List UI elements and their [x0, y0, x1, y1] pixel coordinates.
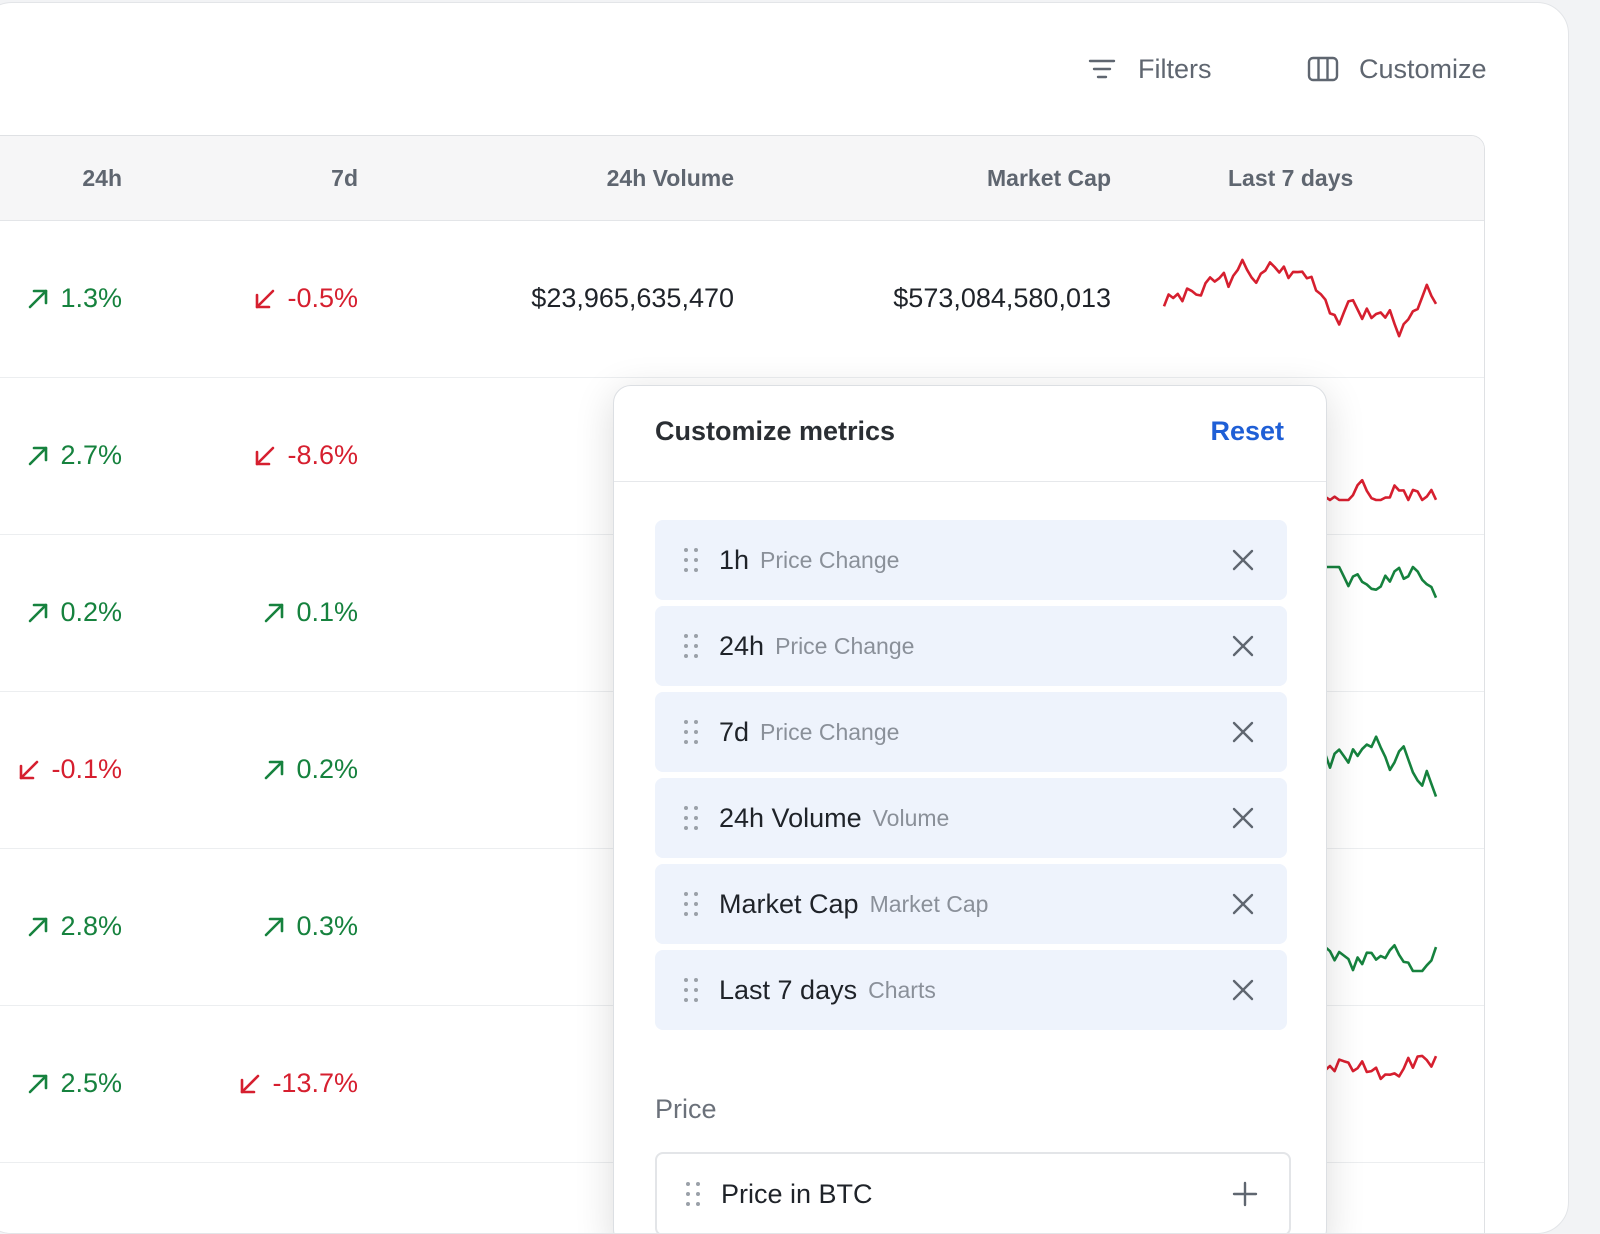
column-header-last-7-days: Last 7 days: [1228, 165, 1354, 191]
cell-7d-change: 0.1%: [0, 534, 358, 691]
metric-name: 7d: [719, 716, 750, 747]
metric-category: Volume: [872, 804, 950, 831]
popover-header: Customize metrics Reset: [614, 386, 1326, 482]
drag-handle-icon[interactable]: [681, 718, 701, 746]
cell-24h-change: 1.3%: [0, 220, 122, 377]
column-header-7d[interactable]: 7d: [331, 165, 358, 191]
add-icon[interactable]: [1231, 1180, 1259, 1208]
metric-category: Price Change: [760, 718, 900, 745]
remove-metric-icon[interactable]: [1229, 804, 1257, 832]
metric-category: Charts: [868, 976, 936, 1003]
change-value: 0.2%: [60, 597, 122, 627]
cell-24h-change: 0.2%: [0, 534, 122, 691]
cell-7d-change: 0.2%: [0, 691, 358, 848]
remove-metric-icon[interactable]: [1229, 718, 1257, 746]
cell-24h-change: 2.5%: [0, 1005, 122, 1162]
drag-handle-icon[interactable]: [681, 546, 701, 574]
active-metric-item[interactable]: 24h Volume Volume: [655, 778, 1287, 858]
cell-7d-change: -8.6%: [0, 377, 358, 534]
metric-category: Price Change: [775, 632, 915, 659]
arrow-down-left-icon: [253, 444, 277, 468]
change-value: 0.2%: [296, 754, 358, 784]
metric-name: 24h: [719, 630, 765, 661]
active-metric-item[interactable]: 7d Price Change: [655, 692, 1287, 772]
cell-24h-change: -0.1%: [0, 691, 122, 848]
arrow-up-right-icon: [26, 1072, 50, 1096]
change-value: 2.7%: [60, 440, 122, 470]
columns-icon: [1307, 53, 1339, 85]
sparkline-path: [1162, 258, 1438, 338]
remove-metric-icon[interactable]: [1229, 976, 1257, 1004]
remove-metric-icon[interactable]: [1229, 546, 1257, 574]
arrow-up-right-icon: [262, 601, 286, 625]
table-row[interactable]: 1.3% -0.5% $23,965,635,470 $573,084,580,013: [0, 220, 1484, 378]
cell-7d-change: 0.3%: [0, 848, 358, 1005]
filter-icon: [1086, 53, 1118, 85]
change-value: 0.1%: [296, 597, 358, 627]
cell-24h-change: 2.8%: [0, 848, 122, 1005]
cell-7d-change: -13.7%: [0, 1005, 358, 1162]
arrow-down-left-icon: [253, 287, 277, 311]
customize-button[interactable]: Customize: [1307, 47, 1487, 91]
cell-market-cap: $573,084,580,013: [893, 283, 1111, 313]
remove-metric-icon[interactable]: [1229, 632, 1257, 660]
arrow-up-right-icon: [26, 601, 50, 625]
arrow-up-right-icon: [26, 915, 50, 939]
metric-name: Market Cap: [719, 888, 859, 919]
customize-metrics-popover: Customize metrics Reset 1h Price Change 24…: [613, 385, 1327, 1233]
column-header-market-cap[interactable]: Market Cap: [987, 165, 1111, 191]
popover-title: Customize metrics: [655, 416, 896, 446]
metric-name: Price in BTC: [721, 1178, 873, 1209]
change-value: 0.3%: [296, 911, 358, 941]
available-metric-item[interactable]: Price in BTC: [655, 1152, 1291, 1233]
active-metric-item[interactable]: 1h Price Change: [655, 520, 1287, 600]
change-value: 2.5%: [60, 1068, 122, 1098]
drag-handle-icon[interactable]: [681, 976, 701, 1004]
section-label-price: Price: [655, 1094, 717, 1124]
arrow-up-right-icon: [262, 758, 286, 782]
column-header-24h-volume[interactable]: 24h Volume: [606, 165, 734, 191]
active-metric-item[interactable]: Last 7 days Charts: [655, 950, 1287, 1030]
active-metric-item[interactable]: 24h Price Change: [655, 606, 1287, 686]
metric-name: 1h: [719, 544, 750, 575]
table-header: 24h 7d 24h Volume Market Cap Last 7 days: [0, 136, 1484, 221]
drag-handle-icon[interactable]: [681, 632, 701, 660]
change-value: -8.6%: [287, 440, 358, 470]
markets-card: Filters Customize 24h 7d 24h Volume Mark…: [0, 2, 1569, 1234]
metric-category: Price Change: [760, 546, 900, 573]
column-header-24h[interactable]: 24h: [82, 165, 122, 191]
cell-24h-volume: $23,965,635,470: [531, 283, 734, 313]
arrow-up-right-icon: [26, 287, 50, 311]
sparkline-chart: [1158, 242, 1442, 354]
filters-button[interactable]: Filters: [1086, 47, 1212, 91]
cell-24h-change: 2.7%: [0, 377, 122, 534]
change-value: 2.8%: [60, 911, 122, 941]
arrow-up-right-icon: [262, 915, 286, 939]
remove-metric-icon[interactable]: [1229, 890, 1257, 918]
drag-handle-icon[interactable]: [681, 804, 701, 832]
metric-name: 24h Volume: [719, 802, 862, 833]
change-value: -0.5%: [287, 283, 358, 313]
customize-label: Customize: [1359, 53, 1487, 84]
change-value: 1.3%: [60, 283, 122, 313]
active-metric-item[interactable]: Market Cap Market Cap: [655, 864, 1287, 944]
reset-button[interactable]: Reset: [1210, 416, 1284, 446]
change-value: -13.7%: [272, 1068, 358, 1098]
metric-category: Market Cap: [869, 890, 989, 917]
filters-label: Filters: [1138, 53, 1212, 84]
arrow-down-left-icon: [17, 758, 41, 782]
drag-handle-icon[interactable]: [681, 890, 701, 918]
change-value: -0.1%: [51, 754, 122, 784]
drag-handle-icon[interactable]: [683, 1180, 703, 1208]
metric-name: Last 7 days: [719, 974, 858, 1005]
arrow-down-left-icon: [238, 1072, 262, 1096]
cell-7d-change: -0.5%: [0, 220, 358, 377]
arrow-up-right-icon: [26, 444, 50, 468]
